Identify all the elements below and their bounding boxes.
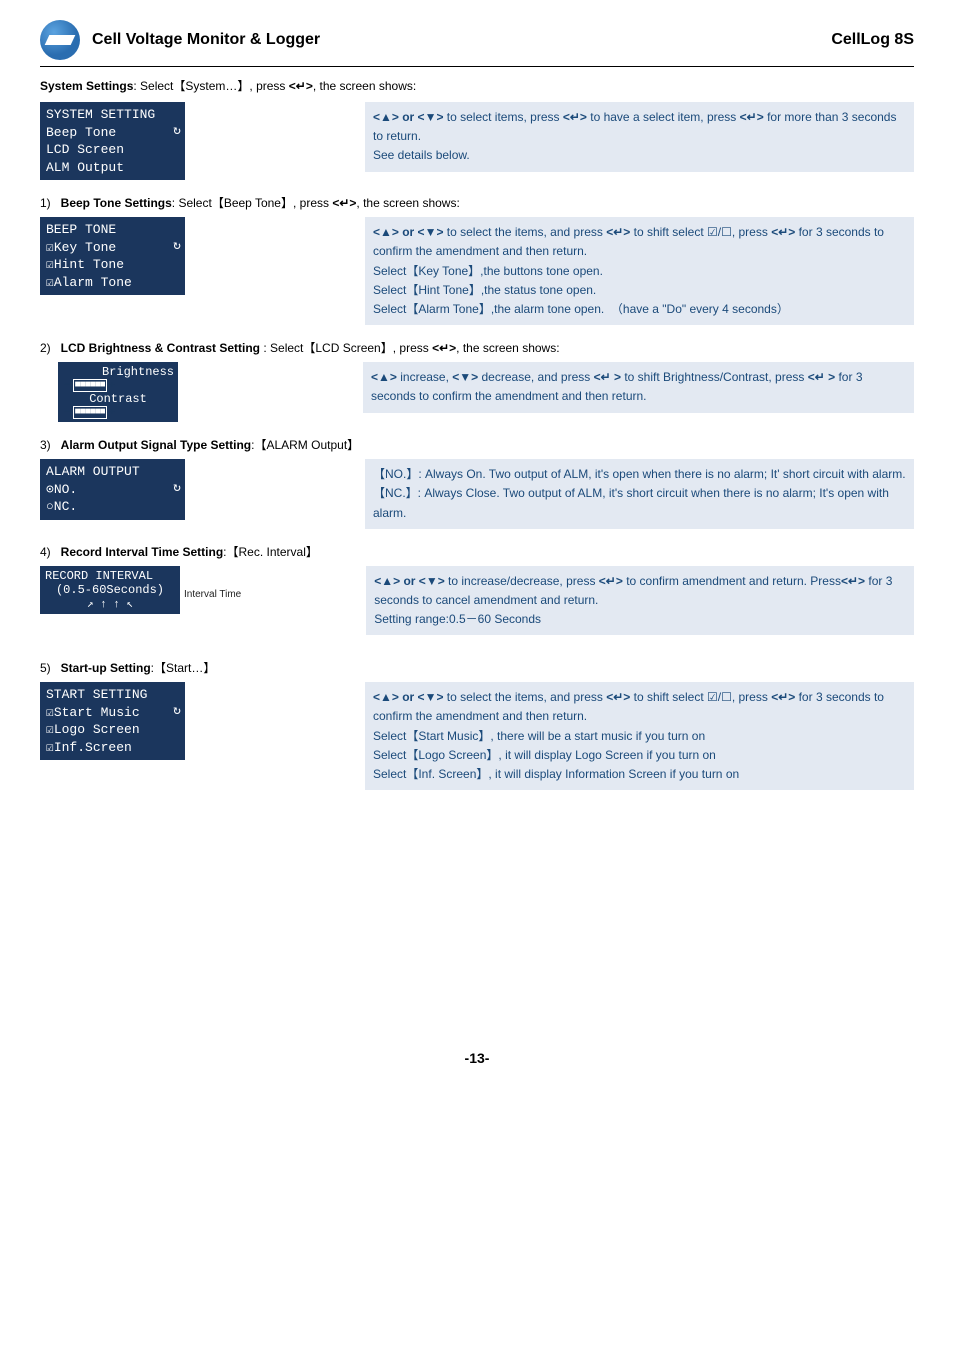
beep-desc: <▲> or <▼> to select the items, and pres… (365, 217, 914, 325)
level-bar: ■■■■■■ (73, 379, 107, 392)
page-header: Cell Voltage Monitor & Logger CellLog 8S (40, 20, 914, 67)
brightness-lcd: Brightness −■■■■■■+ Contrast −■■■■■■+ (58, 362, 178, 422)
lcd-line: ○NC. (46, 498, 179, 516)
plus-icon: + (107, 380, 118, 392)
alarm-row: ALARM OUTPUT ⊙NO. ○NC. ↻ 【NO.】: Always O… (40, 459, 914, 529)
bar-row: −■■■■■■+ (62, 379, 174, 392)
lcd-line: ⊙NO. (46, 481, 179, 499)
lcd-title: ALARM OUTPUT (46, 463, 179, 481)
start-row: START SETTING ☑Start Music ☑Logo Screen … (40, 682, 914, 790)
return-arrow-icon: ↻ (173, 479, 181, 497)
logo-icon (40, 20, 80, 60)
item2-title: 2) LCD Brightness & Contrast Setting : S… (40, 339, 914, 356)
system-desc: <▲> or <▼> to select items, press <↵> to… (365, 102, 914, 172)
lcd-line: ALM Output (46, 159, 179, 177)
lcd-value: (0.5-60Seconds) (45, 583, 175, 597)
beep-lcd: BEEP TONE ☑Key Tone ☑Hint Tone ☑Alarm To… (40, 217, 185, 295)
lcd-title: RECORD INTERVAL (45, 569, 175, 583)
page-number: -13- (40, 1050, 914, 1066)
minus-icon: − (62, 407, 73, 419)
system-row: SYSTEM SETTING Beep Tone LCD Screen ALM … (40, 102, 914, 180)
start-lcd: START SETTING ☑Start Music ☑Logo Screen … (40, 682, 185, 760)
intro-text: System Settings: Select【System…】, press … (40, 77, 914, 94)
return-arrow-icon: ↻ (173, 122, 181, 140)
lcd-line: ☑Start Music (46, 704, 179, 722)
alarm-desc: 【NO.】: Always On. Two output of ALM, it'… (365, 459, 914, 529)
item4-title: 4) Record Interval Time Setting:【Rec. In… (40, 543, 914, 560)
level-bar: ■■■■■■ (73, 406, 107, 419)
minus-icon: − (62, 380, 73, 392)
plus-icon: + (107, 407, 118, 419)
lcd-line: ☑Hint Tone (46, 256, 179, 274)
lcd-line: ☑Logo Screen (46, 721, 179, 739)
record-wrap: RECORD INTERVAL (0.5-60Seconds) ↗ ↑ ↑ ↖ … (40, 566, 241, 614)
lcd-title: SYSTEM SETTING (46, 106, 179, 124)
header-right: CellLog 8S (831, 31, 914, 49)
return-arrow-icon: ↻ (173, 702, 181, 720)
beep-row: BEEP TONE ☑Key Tone ☑Hint Tone ☑Alarm To… (40, 217, 914, 325)
item1-title: 1) Beep Tone Settings: Select【Beep Tone】… (40, 194, 914, 211)
lcd-line: LCD Screen (46, 141, 179, 159)
record-row: RECORD INTERVAL (0.5-60Seconds) ↗ ↑ ↑ ↖ … (40, 566, 914, 636)
alarm-lcd: ALARM OUTPUT ⊙NO. ○NC. ↻ (40, 459, 185, 520)
lcd-line: ☑Alarm Tone (46, 274, 179, 292)
brightness-desc: <▲> increase, <▼> decrease, and press <↵… (363, 362, 914, 412)
brightness-row: Brightness −■■■■■■+ Contrast −■■■■■■+ <▲… (40, 362, 914, 422)
lcd-line: Brightness (62, 365, 174, 379)
lcd-line: Beep Tone (46, 124, 179, 142)
item3-title: 3) Alarm Output Signal Type Setting:【ALA… (40, 436, 914, 453)
system-lcd: SYSTEM SETTING Beep Tone LCD Screen ALM … (40, 102, 185, 180)
lcd-title: BEEP TONE (46, 221, 179, 239)
lcd-title: START SETTING (46, 686, 179, 704)
lcd-line: ☑Key Tone (46, 239, 179, 257)
lcd-line: Contrast (62, 392, 174, 406)
header-left: Cell Voltage Monitor & Logger (92, 31, 831, 49)
arrows-row: ↗ ↑ ↑ ↖ (45, 597, 175, 611)
record-desc: <▲> or <▼> to increase/decrease, press <… (366, 566, 914, 636)
record-lcd: RECORD INTERVAL (0.5-60Seconds) ↗ ↑ ↑ ↖ (40, 566, 180, 614)
interval-label: Interval Time (184, 589, 241, 600)
return-arrow-icon: ↻ (173, 237, 181, 255)
bar-row: −■■■■■■+ (62, 406, 174, 419)
lcd-line: ☑Inf.Screen (46, 739, 179, 757)
start-desc: <▲> or <▼> to select the items, and pres… (365, 682, 914, 790)
item5-title: 5) Start-up Setting:【Start…】 (40, 659, 914, 676)
